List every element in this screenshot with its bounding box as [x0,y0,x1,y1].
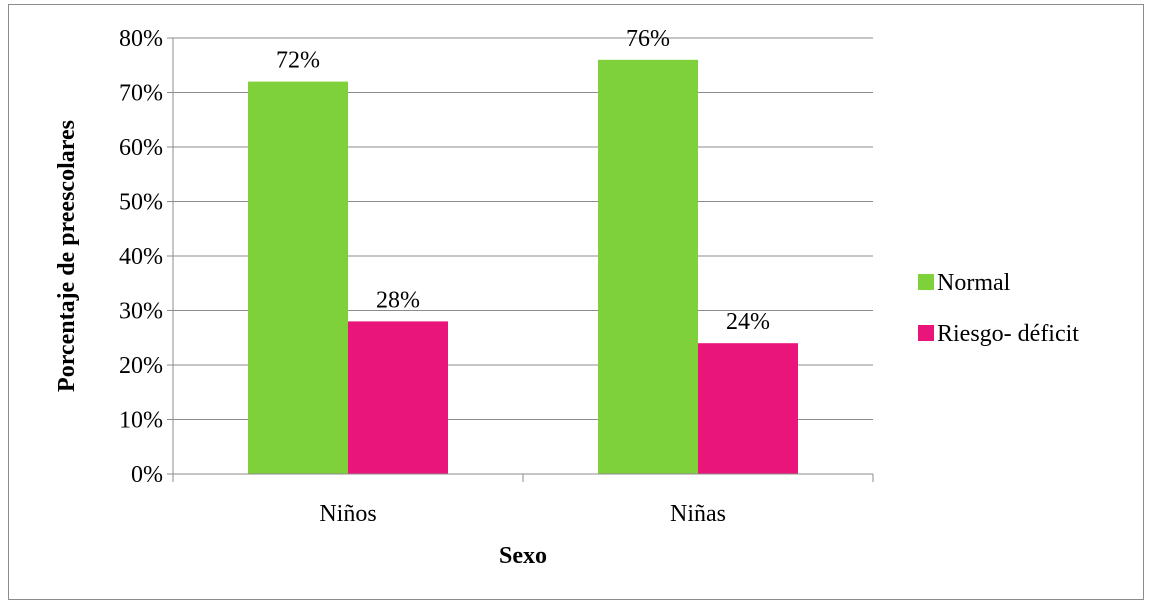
legend: Normal Riesgo- déficit [918,270,1079,347]
bar [348,321,448,474]
bars [248,59,798,475]
legend-label: Normal [937,270,1011,296]
data-label: 72% [276,48,320,74]
bar [248,81,348,474]
y-tick-label: 30% [119,299,163,325]
y-tick-label: 10% [119,408,163,434]
legend-swatch [918,325,934,341]
x-tick-label: Niñas [670,501,726,527]
y-tick-label: 80% [119,26,163,52]
bar [698,343,798,474]
y-tick-labels: 0% 10% 20% 30% 40% 50% 60% 70% 80% [119,26,163,488]
data-labels: 72% 28% 76% 24% [276,26,770,335]
y-tick-label: 60% [119,135,163,161]
y-tick-label: 0% [131,462,163,488]
legend-swatch [918,274,934,290]
data-label: 28% [376,287,420,313]
x-tick-label: Niños [319,501,376,527]
bar [598,59,698,475]
data-label: 76% [626,26,670,52]
legend-label: Riesgo- déficit [937,321,1079,347]
y-tick-label: 20% [119,353,163,379]
y-tick-label: 40% [119,244,163,270]
y-tick-label: 50% [119,190,163,216]
axes [172,38,874,482]
x-axis-label: Sexo [499,543,547,569]
y-tick-label: 70% [119,81,163,107]
x-tick-labels: Niños Niñas [319,501,726,527]
data-label: 24% [726,309,770,335]
chart-frame [8,4,1144,600]
y-axis-label: Porcentaje de preescolares [54,120,80,392]
